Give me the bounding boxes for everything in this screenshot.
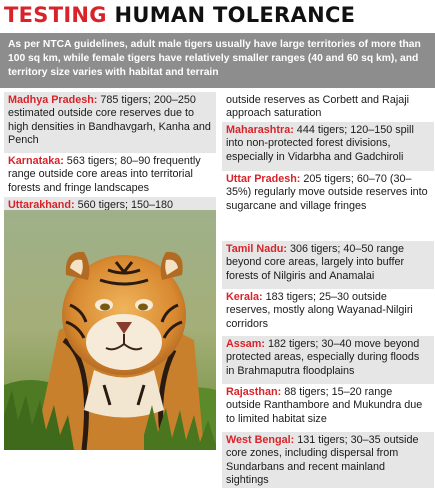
state-details: 88 tigers; 15–20 range outside Ranthambo… bbox=[226, 386, 423, 425]
state-name: Maharashtra: bbox=[226, 124, 294, 136]
state-entry-karnataka: Karnataka: 563 tigers; 80–90 frequently … bbox=[4, 153, 216, 197]
state-name: Karnataka: bbox=[8, 155, 64, 167]
state-entry-kerala: Kerala: 183 tigers; 25–30 outside reserv… bbox=[222, 289, 434, 336]
state-name: Assam: bbox=[226, 338, 266, 350]
state-details: 182 tigers; 30–40 move beyond protected … bbox=[226, 338, 420, 377]
state-details: 444 tigers; 120–150 spill into non-prote… bbox=[226, 124, 414, 163]
headline-accent: TESTING bbox=[4, 3, 107, 27]
state-name: Kerala: bbox=[226, 291, 263, 303]
state-name: Madhya Pradesh: bbox=[8, 94, 98, 106]
tiger-photo bbox=[4, 210, 216, 450]
right-column: outside reserves as Corbett and Rajaji a… bbox=[222, 92, 434, 488]
state-details: 563 tigers; 80–90 frequently range outsi… bbox=[8, 155, 201, 194]
state-entry-madhya-pradesh: Madhya Pradesh: 785 tigers; 200–250 esti… bbox=[4, 92, 216, 153]
state-entry-tamil-nadu: Tamil Nadu: 306 tigers; 40–50 range beyo… bbox=[222, 241, 434, 289]
state-details: 183 tigers; 25–30 outside reserves, most… bbox=[226, 291, 413, 330]
state-details: 306 tigers; 40–50 range beyond core area… bbox=[226, 243, 405, 282]
state-details: 205 tigers; 60–70 (30–35%) regularly mov… bbox=[226, 173, 428, 212]
intro-text: As per NTCA guidelines, adult male tiger… bbox=[0, 33, 435, 88]
uttarakhand-continuation: outside reserves as Corbett and Rajaji a… bbox=[226, 94, 410, 120]
state-name: Uttarakhand: bbox=[8, 199, 75, 211]
headline: TESTING HUMAN TOLERANCE bbox=[4, 0, 355, 30]
state-entry-assam: Assam: 182 tigers; 30–40 move beyond pro… bbox=[222, 336, 434, 384]
headline-rest: HUMAN TOLERANCE bbox=[114, 3, 356, 27]
state-name: Rajasthan: bbox=[226, 386, 282, 398]
state-entry-maharashtra: Maharashtra: 444 tigers; 120–150 spill i… bbox=[222, 122, 434, 171]
state-name: Uttar Pradesh: bbox=[226, 173, 301, 185]
state-details: 785 tigers; 200–250 estimated outside co… bbox=[8, 94, 211, 146]
left-column: Madhya Pradesh: 785 tigers; 200–250 esti… bbox=[4, 92, 216, 215]
state-entry-uttar-pradesh: Uttar Pradesh: 205 tigers; 60–70 (30–35%… bbox=[222, 171, 434, 241]
state-entry-west-bengal: West Bengal: 131 tigers; 30–35 outside c… bbox=[222, 432, 434, 488]
state-name: West Bengal: bbox=[226, 434, 295, 446]
state-entry-rajasthan: Rajasthan: 88 tigers; 15–20 range outsid… bbox=[222, 384, 434, 432]
state-name: Tamil Nadu: bbox=[226, 243, 287, 255]
